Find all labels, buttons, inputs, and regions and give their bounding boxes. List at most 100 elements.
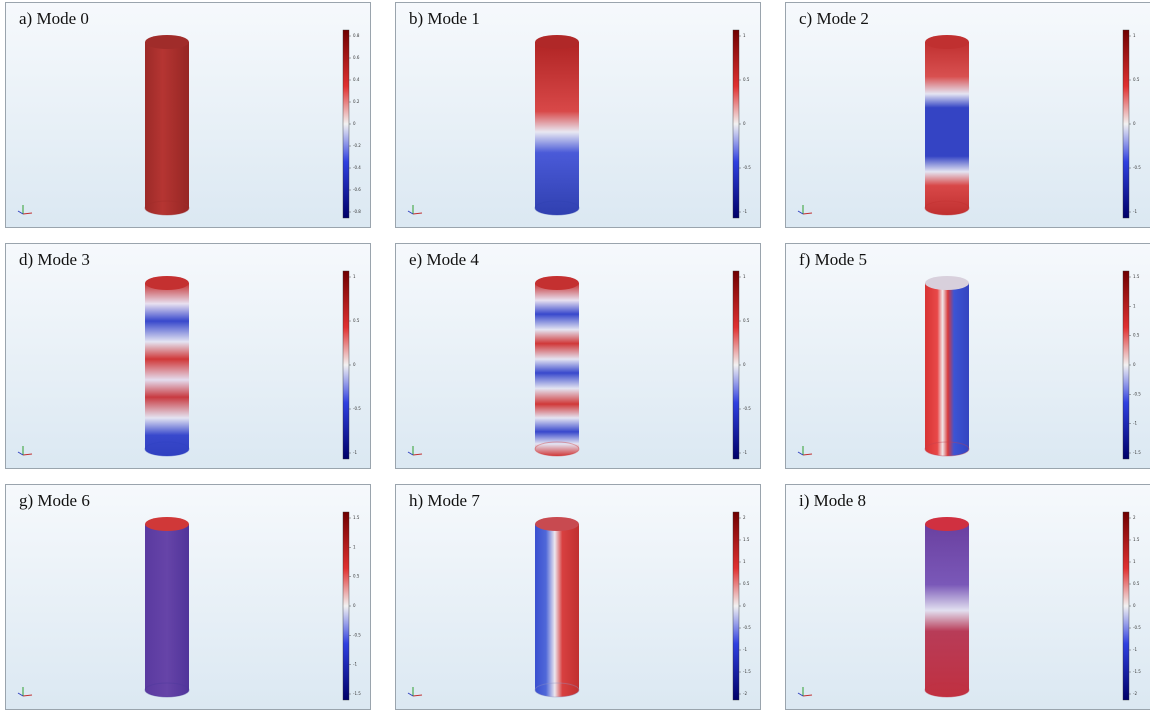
cylinder-top [925,517,969,531]
cylinder-top [145,35,189,49]
cylinder-top [925,35,969,49]
axis-triad-z [407,692,414,697]
colorbar-tick-label: 0.5 [743,318,750,323]
cylinder-body [145,42,189,215]
colorbar-tick-label: -0.5 [743,406,751,411]
panel-label: d) Mode 3 [19,250,90,269]
cylinder-top [535,276,579,290]
colorbar-tick-label: -1 [1133,209,1137,214]
axis-triad-z [407,451,414,456]
colorbar-tick-label: 0.2 [353,99,360,104]
colorbar-tick-label: 1.5 [353,515,360,520]
colorbar-tick-label: -0.5 [1133,165,1141,170]
axis-triad-x [802,453,813,456]
colorbar-tick-label: 0.4 [353,77,360,82]
colorbar-tick-label: -1.5 [1133,669,1141,674]
axis-triad-x [412,453,423,456]
cylinder-body [145,283,189,456]
colorbar-tick-label: -0.6 [353,187,361,192]
cylinder-bottom-edge [924,682,970,698]
colorbar-tick-label: -1 [1133,421,1137,426]
colorbar-tick-label: 0.5 [743,581,750,586]
panel: c) Mode 2 1 0.5 0 -0.5 -1 [785,2,1150,228]
axis-triad-x [412,212,423,215]
axis-triad-z [17,451,24,456]
colorbar [732,29,740,219]
colorbar-tick-label: 0.5 [743,77,750,82]
panel: h) Mode 7 2 1.5 1 0.5 0 -0.5 -1 -1.5 -2 [395,484,761,710]
cylinder-top [145,276,189,290]
axis-triad-z [17,210,24,215]
colorbar-tick-label: -0.2 [353,143,361,148]
colorbar-tick-label: 0.5 [353,574,360,579]
colorbar-tick-label: -0.4 [353,165,361,170]
colorbar-tick-label: 1 [353,274,356,279]
colorbar [1122,511,1130,701]
colorbar-tick-label: 0.5 [1133,77,1140,82]
colorbar [342,270,350,460]
colorbar [732,270,740,460]
colorbar-tick-label: 1 [743,559,746,564]
cylinder-bottom-edge [144,200,190,216]
colorbar-tick-label: 1.5 [743,537,750,542]
colorbar-tick-label: 0.5 [1133,333,1140,338]
panel-label: i) Mode 8 [799,491,866,510]
colorbar-tick-label: -0.5 [743,165,751,170]
axis-triad-x [802,694,813,697]
colorbar-tick-label: -1 [1133,647,1137,652]
axis-triad-x [22,453,33,456]
colorbar-tick-label: 0.6 [353,55,360,60]
colorbar-tick-label: -1.5 [743,669,751,674]
colorbar-tick-label: -1.5 [353,691,361,696]
cylinder-bottom-edge [144,441,190,457]
colorbar-tick-label: 1 [1133,303,1136,308]
cylinder-bottom-edge [144,682,190,698]
colorbar-tick-label: 0.5 [1133,581,1140,586]
colorbar-tick-label: 2 [743,515,746,520]
panel-label: f) Mode 5 [799,250,867,269]
colorbar [732,511,740,701]
colorbar-tick-label: 0.8 [353,33,360,38]
colorbar-tick-label: 2 [1133,515,1136,520]
cylinder-bottom-edge [534,200,580,216]
cylinder-body [145,524,189,697]
axis-triad-x [412,694,423,697]
axis-triad-x [802,212,813,215]
panel: i) Mode 8 2 1.5 1 0.5 0 -0.5 -1 -1.5 -2 [785,484,1150,710]
cylinder-body [535,42,579,215]
axis-triad-z [797,210,804,215]
colorbar-tick-label: -0.5 [1133,625,1141,630]
axis-triad-z [17,692,24,697]
cylinder-body [925,42,969,215]
panel-label: a) Mode 0 [19,9,89,28]
colorbar-tick-label: -1 [743,209,747,214]
axis-triad-z [407,210,414,215]
colorbar-tick-label: 0 [743,603,746,608]
panel: g) Mode 6 1.5 1 0.5 0 -0.5 -1 -1.5 [5,484,371,710]
colorbar-tick-label: 0.5 [353,318,360,323]
colorbar-tick-label: -2 [1133,691,1137,696]
panel: d) Mode 3 1 0.5 0 -0.5 -1 [5,243,371,469]
colorbar-tick-label: 1.5 [1133,274,1140,279]
cylinder-bottom-edge [534,682,580,698]
colorbar [342,29,350,219]
cylinder-bottom-edge [924,441,970,457]
colorbar-tick-label: 1 [743,274,746,279]
colorbar-tick-label: 0 [743,121,746,126]
panel: e) Mode 4 1 0.5 0 -0.5 -1 [395,243,761,469]
panel-label: g) Mode 6 [19,491,90,510]
cylinder-bottom-edge [924,200,970,216]
colorbar [342,511,350,701]
panel-label: b) Mode 1 [409,9,480,28]
colorbar-tick-label: -1 [743,647,747,652]
cylinder-bottom-edge [534,441,580,457]
colorbar-tick-label: 0 [743,362,746,367]
panel-label: e) Mode 4 [409,250,479,269]
cylinder-body [535,524,579,697]
colorbar-tick-label: 1 [743,33,746,38]
colorbar-tick-label: -0.5 [743,625,751,630]
axis-triad-x [22,212,33,215]
colorbar-tick-label: -2 [743,691,747,696]
colorbar-tick-label: 0 [1133,121,1136,126]
